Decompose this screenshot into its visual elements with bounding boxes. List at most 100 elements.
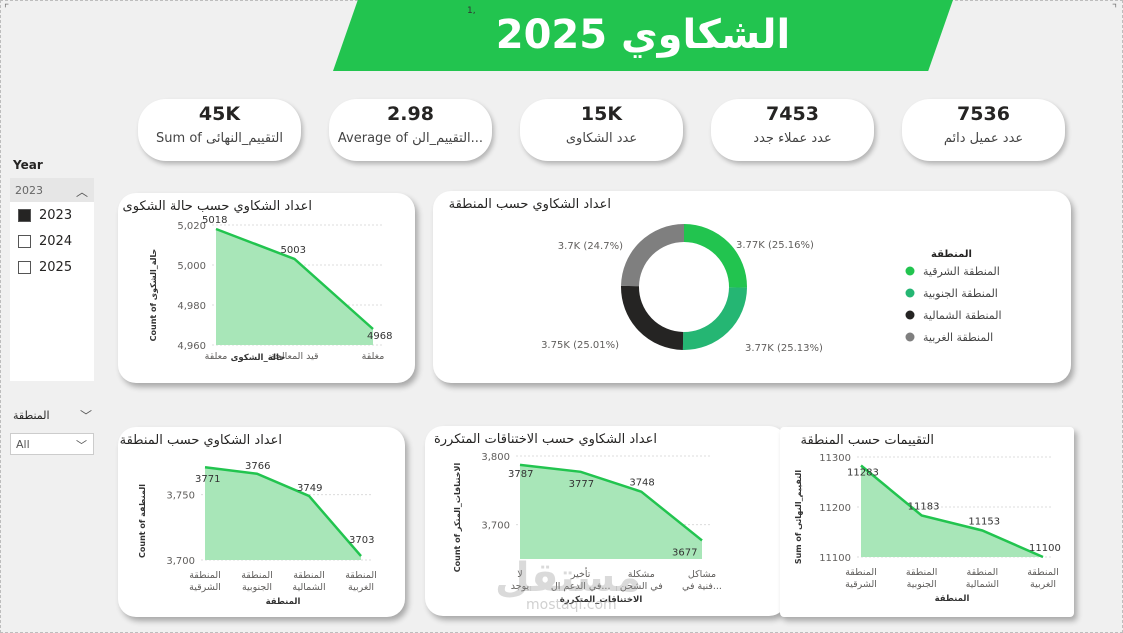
x-tick-label-line2: في الدعم ال... — [551, 581, 611, 592]
x-tick-label-line2: الغربية — [348, 582, 374, 593]
series-line — [215, 227, 374, 330]
checkbox-checked[interactable] — [18, 208, 31, 222]
chevron-down-icon[interactable]: ﹀ — [76, 439, 87, 452]
year-slicer-header[interactable]: 2023 ︿ — [10, 178, 94, 202]
x-tick-label-line2: يوجد — [511, 581, 530, 592]
y-tick-label: 3,700 — [166, 556, 195, 567]
legend-label: المنطقة الشرقية — [923, 265, 1000, 278]
x-tick-label: المنطقة — [189, 570, 221, 581]
checkbox[interactable] — [18, 234, 31, 248]
data-label: 11183 — [908, 502, 940, 513]
data-label: 3777 — [569, 479, 594, 490]
data-label: 3677 — [672, 547, 697, 558]
area-fill — [205, 467, 361, 560]
x-tick-label: المنطقة — [845, 567, 877, 578]
chart-title: اعداد الشكاوي حسب المنطقة — [448, 197, 611, 212]
x-tick-label-line2: الشرقية — [845, 579, 877, 590]
region-dropdown[interactable]: All ﹀ — [10, 433, 94, 455]
year-option-label: 2023 — [39, 207, 73, 223]
year-slicer-selected: 2023 — [15, 184, 43, 197]
data-label: 11100 — [1029, 543, 1061, 554]
x-tick-label: المنطقة — [241, 570, 273, 581]
series-line — [204, 465, 362, 557]
x-tick-label-line2: الشمالية — [292, 582, 325, 593]
chart-complaints-by-status[interactable]: اعداد الشكاوي حسب حالة الشكوى 4,960 4,980… — [118, 193, 415, 383]
x-tick-label: لا — [517, 569, 522, 580]
y-tick-label: 5,000 — [177, 261, 206, 272]
kpi-card-average-rating[interactable]: 2.98 Average of التقييم_الن... — [329, 99, 492, 161]
focus-mode-icon[interactable]: ⌜ — [4, 2, 10, 15]
data-label: 5003 — [281, 245, 306, 256]
area-fill — [861, 465, 1043, 557]
slice-label: 3.77K (25.13%) — [745, 343, 823, 354]
kpi-card-complaints[interactable]: 15K عدد الشكاوى — [520, 99, 683, 161]
x-axis-title: المنطقة — [266, 597, 301, 607]
year-option-2023[interactable]: 2023 — [10, 202, 94, 228]
kpi-value: 7536 — [957, 103, 1010, 125]
x-tick-label: مغلقة — [362, 351, 385, 362]
data-label: 3766 — [245, 461, 270, 472]
donut-slice — [621, 285, 684, 350]
donut-svg: 3.77K (25.16%) 3.77K (25.13%) 3.75K (25.01… — [541, 224, 1002, 354]
donut-slice — [682, 287, 747, 350]
year-option-2025[interactable]: 2025 — [10, 254, 94, 280]
x-tick-label-line2: الغربية — [1030, 579, 1056, 590]
chart-ratings-by-region[interactable]: التقييمات حسب المنطقة 11100 11200 11300 112… — [780, 427, 1074, 617]
checkbox[interactable] — [18, 260, 31, 274]
x-tick-label: المنطقة — [293, 570, 325, 581]
x-tick-label-line2: الجنوبية — [242, 582, 272, 593]
series-line — [860, 464, 1044, 559]
y-axis-title: Count of حالة_الشكوى — [149, 248, 158, 341]
slice-label: 3.7K (24.7%) — [558, 241, 623, 252]
chevron-up-icon[interactable]: ︿ — [75, 185, 88, 199]
y-tick-label: 11100 — [819, 553, 851, 564]
legend-title: المنطقة — [931, 249, 972, 260]
x-tick-label-line2: فنية في... — [682, 581, 722, 592]
legend-marker — [905, 310, 915, 320]
kpi-value: 15K — [580, 103, 623, 125]
y-tick-label: 11300 — [819, 453, 851, 464]
kpi-label: عدد الشكاوى — [565, 131, 638, 146]
chart-complaints-by-region[interactable]: اعداد الشكاوي حسب المنطقة 3,700 3,750 3771… — [118, 427, 405, 617]
chart-title: اعداد الشكاوي حسب الاختناقات المتكررة — [433, 432, 657, 447]
area-fill — [520, 464, 702, 559]
kpi-value: 45K — [198, 103, 241, 125]
kpi-value: 2.98 — [387, 103, 434, 125]
data-label: 3749 — [297, 483, 322, 494]
legend-label: المنطقة الجنوبية — [923, 287, 998, 300]
x-tick-label-line2: الشمالية — [966, 579, 999, 590]
slice-label: 3.75K (25.01%) — [541, 340, 619, 351]
data-label: 11283 — [847, 468, 879, 479]
chart-title: اعداد الشكاوي حسب حالة الشكوى — [122, 199, 312, 214]
y-tick-label: 3,800 — [481, 452, 510, 463]
x-tick-label-line2: الجنوبية — [907, 579, 937, 590]
x-tick-label: مشاكل — [688, 569, 716, 580]
data-label: 3771 — [195, 474, 220, 485]
x-axis-title: الاختناقات_المتكررة — [560, 595, 643, 605]
chart-complaints-by-bottleneck[interactable]: اعداد الشكاوي حسب الاختناقات المتكررة 3,… — [425, 426, 787, 616]
kpi-card-new-customers[interactable]: 7453 عدد عملاء جدد — [711, 99, 874, 161]
x-tick-label: المنطقة — [1027, 567, 1059, 578]
x-tick-label: معلقة — [205, 351, 228, 362]
x-tick-label: المنطقة — [345, 570, 377, 581]
data-label: 3787 — [508, 469, 533, 480]
chart-title: التقييمات حسب المنطقة — [800, 433, 934, 448]
x-tick-label: مشكلة — [628, 569, 655, 580]
slice-label: 3.77K (25.16%) — [736, 240, 814, 251]
kpi-label: Average of التقييم_الن... — [337, 131, 484, 146]
x-tick-label-line2: الشرقية — [189, 582, 221, 593]
chart-complaints-by-region-donut[interactable]: اعداد الشكاوي حسب المنطقة 3.77K (25.16%)… — [433, 191, 1071, 383]
year-option-label: 2025 — [39, 259, 73, 275]
chevron-down-icon[interactable]: ﹀ — [80, 409, 93, 423]
kpi-card-loyal-customers[interactable]: 7536 عدد عميل دائم — [902, 99, 1065, 161]
kpi-value: 7453 — [766, 103, 819, 125]
kpi-card-sum-rating[interactable]: 45K Sum of التقييم_النهائى — [138, 99, 301, 161]
chart-svg: 3,7003,7503771376637493703المنطقةالشرقية… — [138, 461, 377, 607]
year-option-2024[interactable]: 2024 — [10, 228, 94, 254]
y-axis-title: Count of الاختناقات_المتكر — [453, 463, 462, 573]
x-axis-title: المنطقة — [935, 594, 970, 604]
watermark-logo: مستقل — [495, 555, 642, 601]
y-tick-label: 4,980 — [177, 301, 206, 312]
data-label: 3748 — [629, 478, 654, 489]
more-options-icon[interactable]: ⌝ — [1111, 2, 1117, 15]
